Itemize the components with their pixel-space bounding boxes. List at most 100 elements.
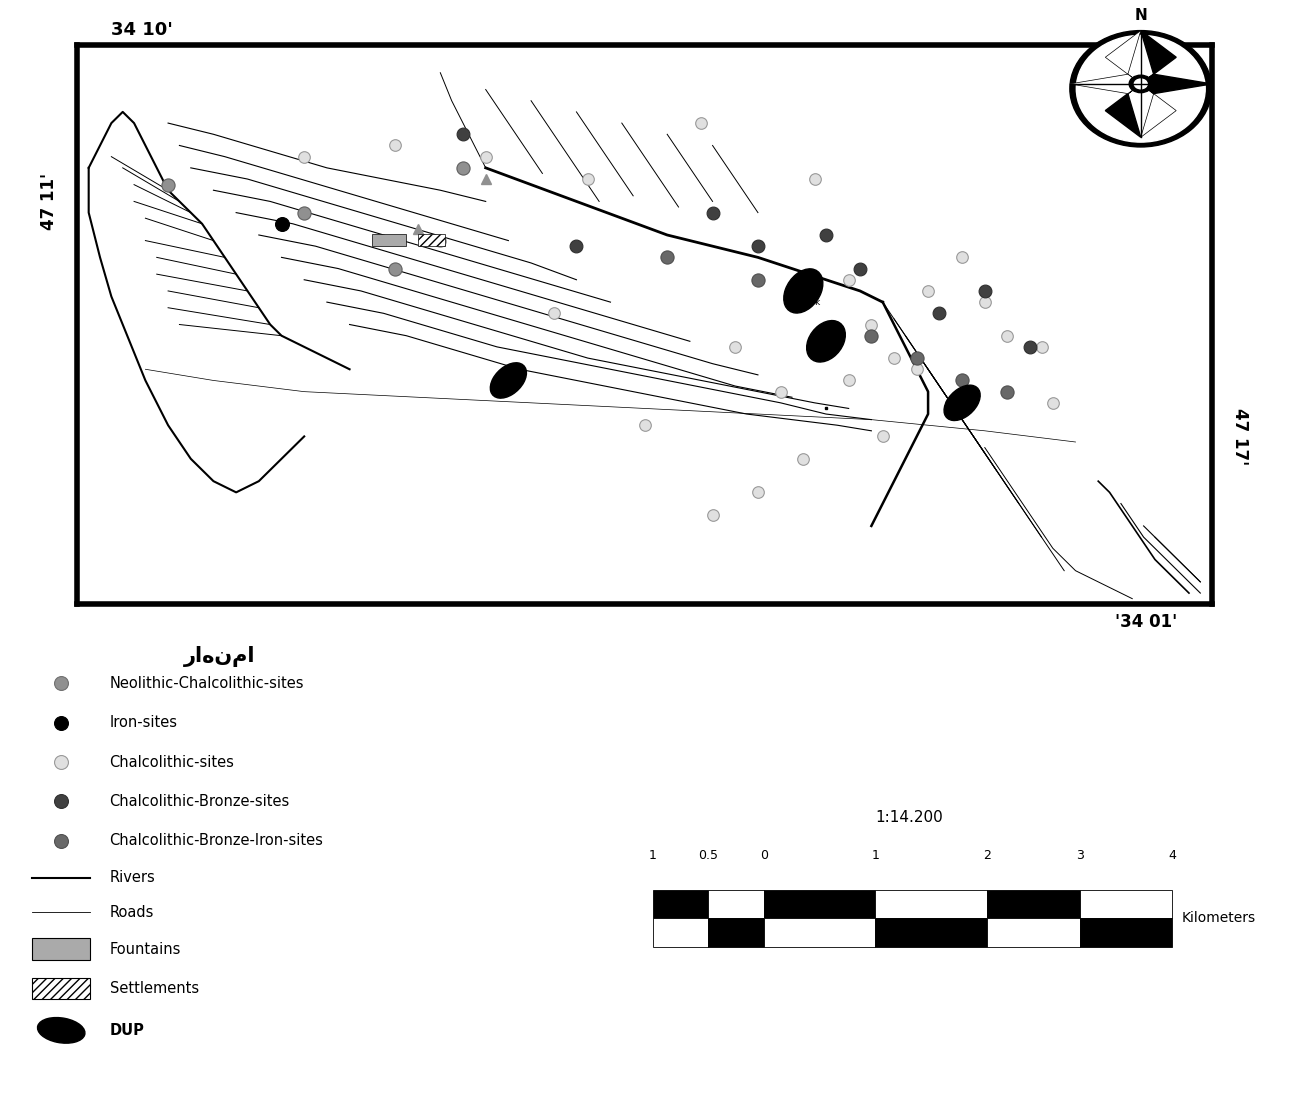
Ellipse shape: [490, 363, 526, 398]
Bar: [709, 891, 764, 919]
Point: [838, 271, 858, 289]
Point: [294, 204, 315, 222]
Ellipse shape: [1070, 30, 1212, 147]
Point: [748, 271, 768, 289]
Point: [724, 338, 745, 356]
Point: [1031, 338, 1052, 356]
Bar: [764, 919, 875, 947]
Text: Mark: Mark: [798, 298, 820, 307]
Ellipse shape: [784, 269, 822, 313]
Text: 0: 0: [761, 849, 768, 862]
Bar: [652, 919, 709, 947]
Point: [906, 360, 927, 378]
Point: [884, 349, 905, 367]
Point: [476, 148, 496, 166]
Bar: [373, 234, 406, 246]
Circle shape: [1134, 79, 1147, 88]
Bar: [1080, 919, 1173, 947]
Point: [544, 304, 565, 322]
Point: [1020, 338, 1040, 356]
Point: [873, 427, 893, 445]
Point: [974, 293, 995, 311]
Bar: [32, 978, 90, 999]
Polygon shape: [1141, 84, 1176, 138]
Point: [634, 416, 655, 434]
Text: Chalcolithic-Bronze-sites: Chalcolithic-Bronze-sites: [110, 793, 290, 809]
Ellipse shape: [807, 320, 846, 363]
Text: راهنما: راهنما: [183, 647, 255, 667]
Point: [748, 237, 768, 255]
Point: [861, 316, 882, 333]
Text: 47 11': 47 11': [40, 172, 58, 231]
Point: [849, 260, 870, 278]
Circle shape: [1129, 75, 1152, 93]
Point: [271, 215, 291, 233]
Bar: [1080, 891, 1173, 919]
Point: [748, 483, 768, 501]
Text: Chalcolithic-sites: Chalcolithic-sites: [110, 754, 235, 770]
Bar: [32, 939, 90, 960]
Point: [566, 237, 586, 255]
Text: 1:14.200: 1:14.200: [875, 810, 944, 825]
Point: [998, 383, 1018, 401]
Point: [703, 204, 723, 222]
Text: N: N: [1134, 8, 1147, 23]
Point: [703, 506, 723, 524]
Polygon shape: [1141, 30, 1176, 84]
Point: [691, 114, 712, 132]
Text: 0.5: 0.5: [699, 849, 718, 862]
Text: 1: 1: [871, 849, 879, 862]
Text: 3: 3: [1076, 849, 1084, 862]
Ellipse shape: [1076, 36, 1205, 142]
Text: Chalcolithic-Bronze-Iron-sites: Chalcolithic-Bronze-Iron-sites: [110, 834, 324, 848]
Ellipse shape: [37, 1017, 85, 1043]
Point: [384, 137, 405, 154]
Text: 1: 1: [648, 849, 656, 862]
Text: 4: 4: [1169, 849, 1177, 862]
Point: [906, 349, 927, 367]
Point: [951, 248, 972, 266]
Polygon shape: [1141, 74, 1212, 94]
Point: [929, 304, 950, 322]
Point: [793, 293, 813, 311]
Point: [294, 148, 315, 166]
Point: [793, 450, 813, 468]
Bar: [875, 919, 987, 947]
Bar: [418, 234, 445, 246]
Text: Iron-sites: Iron-sites: [110, 715, 178, 731]
Point: [431, 232, 451, 250]
Polygon shape: [1105, 30, 1141, 84]
Text: Settlements: Settlements: [110, 981, 199, 996]
Point: [771, 383, 791, 401]
Bar: [709, 919, 764, 947]
Text: Kilometers: Kilometers: [1182, 912, 1255, 925]
Bar: [875, 891, 987, 919]
Text: '34 01': '34 01': [1115, 613, 1178, 631]
Point: [861, 327, 882, 345]
Point: [951, 372, 972, 389]
Ellipse shape: [944, 385, 980, 421]
Bar: [987, 891, 1080, 919]
Point: [577, 170, 598, 188]
Polygon shape: [1105, 84, 1141, 138]
Text: Rivers: Rivers: [110, 871, 155, 885]
Text: Neolithic-Chalcolithic-sites: Neolithic-Chalcolithic-sites: [110, 676, 304, 690]
Text: 2: 2: [984, 849, 991, 862]
Point: [816, 226, 837, 244]
Point: [804, 170, 825, 188]
Text: Roads: Roads: [110, 904, 153, 920]
Point: [1043, 394, 1063, 412]
Polygon shape: [1070, 74, 1141, 94]
Point: [452, 125, 473, 143]
Point: [657, 248, 678, 266]
Point: [974, 282, 995, 300]
Point: [838, 372, 858, 389]
Point: [918, 282, 938, 300]
Bar: [652, 891, 709, 919]
Text: Fountains: Fountains: [110, 941, 180, 957]
Point: [452, 159, 473, 177]
Point: [157, 176, 178, 194]
Text: 34 10': 34 10': [111, 21, 173, 39]
Point: [941, 394, 962, 412]
Text: DUP: DUP: [110, 1023, 144, 1038]
